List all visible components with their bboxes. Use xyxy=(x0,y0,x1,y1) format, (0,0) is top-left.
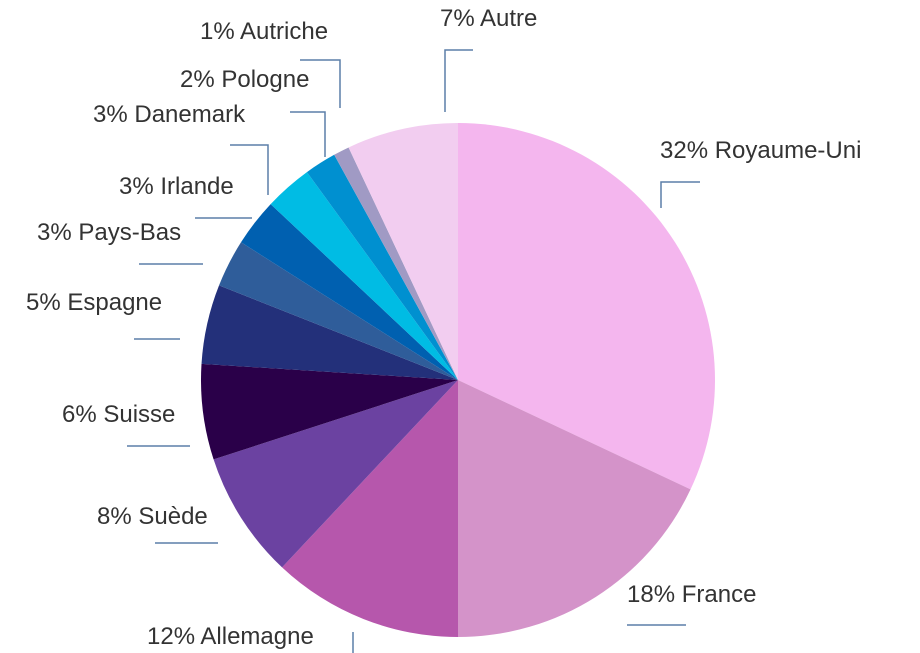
pie-slice xyxy=(282,380,458,637)
slice-category-label: Pays-Bas xyxy=(78,219,181,246)
slice-label: 3% Irlande xyxy=(119,173,234,200)
slice-value-label: 5% xyxy=(26,289,61,316)
pie-slice xyxy=(201,285,458,380)
slice-category-label: Autre xyxy=(480,5,537,32)
slice-category-label: Espagne xyxy=(67,289,162,316)
slice-category-label: Royaume-Uni xyxy=(715,137,862,164)
leader-line xyxy=(230,144,269,195)
pie-slice xyxy=(458,380,691,637)
pie-slice xyxy=(200,363,458,460)
slice-value-label: 3% xyxy=(119,173,154,200)
slice-value-label: 1% xyxy=(200,18,235,45)
slice-value-label: 8% xyxy=(97,503,132,530)
slice-category-label: Pologne xyxy=(221,66,309,93)
leader-line xyxy=(444,49,473,112)
pie-slice xyxy=(270,172,458,380)
slice-label: 5% Espagne xyxy=(26,289,162,316)
pie-slice xyxy=(213,380,458,568)
pie-slice xyxy=(348,123,458,380)
slice-value-label: 12% xyxy=(147,623,195,650)
slice-category-label: Suède xyxy=(138,503,207,530)
slice-category-label: Allemagne xyxy=(200,623,313,650)
slice-value-label: 3% xyxy=(93,101,128,128)
leader-line xyxy=(290,111,326,157)
slice-label: 1% Autriche xyxy=(200,18,328,45)
slice-value-label: 32% xyxy=(660,137,708,164)
slice-label: 32% Royaume-Uni xyxy=(660,137,861,164)
pie-slice xyxy=(219,242,458,380)
pie-slice xyxy=(334,147,458,380)
pie-slice xyxy=(458,123,715,490)
slice-category-label: Irlande xyxy=(160,173,233,200)
slice-value-label: 18% xyxy=(627,581,675,608)
slice-label: 7% Autre xyxy=(440,5,537,32)
slice-value-label: 7% xyxy=(440,5,475,32)
slice-label: 3% Pays-Bas xyxy=(37,219,181,246)
slice-label: 8% Suède xyxy=(97,503,208,530)
slice-label: 3% Danemark xyxy=(93,101,246,128)
slice-value-label: 2% xyxy=(180,66,215,93)
slice-category-label: Suisse xyxy=(103,401,175,428)
slice-label: 12% Allemagne xyxy=(147,623,314,650)
pie-slice xyxy=(241,204,458,380)
pie-slice xyxy=(306,154,458,380)
slice-value-label: 6% xyxy=(62,401,97,428)
leader-line xyxy=(300,59,341,108)
slice-category-label: Danemark xyxy=(134,101,246,128)
leader-line xyxy=(660,181,700,208)
slice-label: 18% France xyxy=(627,581,756,608)
slice-label: 6% Suisse xyxy=(62,401,175,428)
slice-label: 2% Pologne xyxy=(180,66,309,93)
slice-value-label: 3% xyxy=(37,219,72,246)
slice-category-label: Autriche xyxy=(240,18,328,45)
slice-category-label: France xyxy=(682,581,757,608)
